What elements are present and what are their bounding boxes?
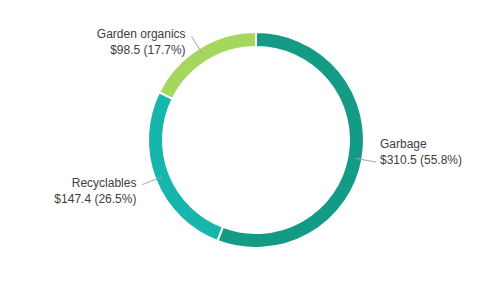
value-label: $147.4 (26.5%)	[54, 192, 136, 206]
slice	[217, 32, 364, 248]
category-label: Garden organics	[97, 27, 186, 41]
slice	[159, 32, 256, 99]
leader-line	[192, 36, 203, 54]
value-label: $98.5 (17.7%)	[110, 43, 185, 57]
value-label: $310.5 (55.8%)	[380, 153, 462, 167]
data-labels: Garbage $310.5 (55.8%) Recyclables $147.4 (…	[54, 27, 462, 205]
plot	[148, 32, 364, 248]
leader-line	[355, 158, 376, 162]
chart: Garbage $310.5 (55.8%) Recyclables $147.4 (…	[0, 0, 500, 282]
category-label: Garbage	[380, 137, 427, 151]
leader-line	[142, 177, 162, 185]
slice	[148, 92, 223, 241]
category-label: Recyclables	[72, 176, 137, 190]
